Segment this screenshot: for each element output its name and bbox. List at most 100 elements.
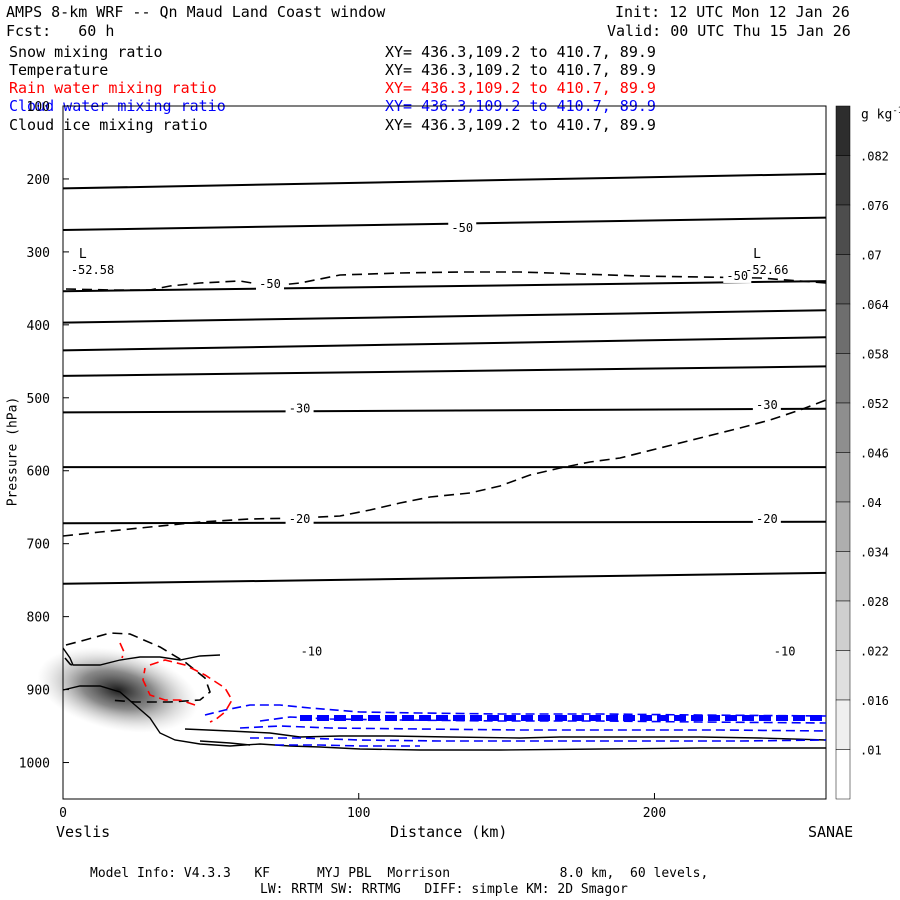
- x-tick-label: 100: [347, 806, 370, 821]
- colorbar-label: .016: [860, 694, 889, 708]
- isotherm-line: [62, 407, 827, 414]
- valid-time: Valid: 00 UTC Thu 15 Jan 26: [607, 22, 851, 40]
- y-tick-label: 900: [27, 684, 50, 699]
- isotherm-line: [62, 172, 827, 190]
- left-end-label: Veslis: [56, 823, 111, 841]
- colorbar-label: .04: [860, 496, 882, 510]
- colorbar-swatch: [835, 402, 851, 453]
- colorbar-label: .064: [860, 298, 889, 312]
- chart-title: AMPS 8-km WRF -- Qn Maud Land Coast wind…: [6, 3, 386, 21]
- isotherm-label-bg: [448, 218, 477, 235]
- colorbar-label: .01: [860, 744, 882, 758]
- dashed-snow-contour-inner: [64, 657, 76, 668]
- colorbar-swatch: [835, 699, 851, 750]
- isotherm-label-bg: [297, 642, 326, 659]
- field-xy-temperature: XY= 436.3,109.2 to 410.7, 89.9: [385, 61, 656, 79]
- terrain-contour-lower: [199, 740, 251, 746]
- isotherm-label-bg: [752, 396, 781, 413]
- field-name-rain: Rain water mixing ratio: [9, 79, 217, 97]
- colorbar-label: .034: [860, 546, 889, 560]
- colorbar-swatch: [835, 650, 851, 701]
- y-axis-label: Pressure (hPa): [5, 396, 21, 507]
- isotherm-label-bg: [256, 274, 285, 291]
- colorbar-label: .028: [860, 595, 889, 609]
- colorbar-swatch: [835, 204, 851, 255]
- colorbar-label: .07: [860, 249, 882, 263]
- colorbar-label: .076: [860, 199, 889, 213]
- y-tick-label: 400: [27, 319, 50, 334]
- colorbar: .082 .076 .07 .064 .058 .052 .046 .04 .034 .028 .0…: [835, 105, 889, 800]
- colorbar-swatch: [835, 452, 851, 503]
- isotherm-label-bg: [285, 399, 314, 416]
- isotherm-label-bg: [285, 509, 314, 526]
- colorbar-swatch: [835, 105, 851, 156]
- cloud-water-contour-b: [239, 725, 827, 732]
- forecast-hour: Fcst: 60 h: [6, 22, 115, 40]
- isotherm-line: [62, 520, 827, 525]
- y-tick-label: 100: [27, 100, 50, 115]
- plot-frame: [62, 105, 827, 800]
- minimum-letter: L: [79, 247, 87, 262]
- isotherm-line: [62, 571, 827, 585]
- colorbar-swatch: [835, 353, 851, 404]
- dashed-upper-contour: [65, 271, 827, 291]
- isotherm-label: -10: [774, 645, 796, 659]
- field-name-snow: Snow mixing ratio: [9, 43, 163, 61]
- isotherm-label: -10: [301, 645, 323, 659]
- colorbar-swatch: [835, 254, 851, 305]
- colorbar-swatch: [835, 155, 851, 206]
- isotherm-labels: -50 -50 -50 -30 -30 -20 -20 -10 -10: [256, 218, 799, 659]
- isotherm-line: [62, 280, 827, 293]
- colorbar-swatch: [835, 551, 851, 602]
- dashed-contours: [62, 271, 827, 703]
- isotherm-label-bg: [723, 266, 752, 283]
- isotherm-line: [62, 216, 827, 232]
- model-info-physics: LW: RRTM SW: RRTMG DIFF: simple KM: 2D S…: [260, 882, 628, 897]
- temperature-minima: L-52.58L-52.66: [71, 247, 789, 277]
- cloud-water-contour-a: [259, 716, 827, 724]
- colorbar-unit: g kg-1: [861, 106, 900, 123]
- isotherm-line: [62, 309, 827, 324]
- isotherm-label-bg: [752, 509, 781, 526]
- field-xy-cloud-ice: XY= 436.3,109.2 to 410.7, 89.9: [385, 116, 656, 134]
- colorbar-label: .022: [860, 645, 889, 659]
- isotherm-label: -50: [726, 269, 748, 283]
- x-tick-label: 0: [59, 806, 67, 821]
- temperature-isotherms: [62, 172, 827, 585]
- isotherm-label: -30: [289, 402, 311, 416]
- rain-water-contours: [119, 642, 233, 723]
- rain-contour-main: [142, 659, 233, 723]
- terrain-contour-surface: [62, 647, 221, 666]
- y-tick-label: 1000: [19, 757, 50, 772]
- isotherm-label-bg: [770, 642, 799, 659]
- isotherm-line: [62, 365, 827, 377]
- rain-contour-small: [119, 642, 125, 659]
- isotherm-label: -20: [756, 512, 778, 526]
- y-tick-label: 200: [27, 173, 50, 188]
- colorbar-label: .052: [860, 397, 889, 411]
- field-name-cloud-ice: Cloud ice mixing ratio: [9, 116, 208, 134]
- minimum-value: -52.66: [745, 263, 788, 277]
- snow-shading: [37, 647, 199, 733]
- isotherm-label: -50: [259, 277, 281, 291]
- terrain-contour-shelf: [184, 728, 827, 741]
- colorbar-label: .046: [860, 447, 889, 461]
- dashed-snow-contour-outer: [65, 632, 211, 703]
- cloud-water-contour-d: [275, 744, 420, 747]
- model-info: Model Info: V4.3.3 KF MYJ PBL Morrison 8…: [90, 866, 709, 881]
- init-time: Init: 12 UTC Mon 12 Jan 26: [615, 3, 850, 21]
- colorbar-swatch: [835, 303, 851, 354]
- y-tick-label: 500: [27, 392, 50, 407]
- isotherm-label: -20: [289, 512, 311, 526]
- x-axis-label: Distance (km): [390, 823, 508, 841]
- field-xy-snow: XY= 436.3,109.2 to 410.7, 89.9: [385, 43, 656, 61]
- cloud-water-contour-outer: [204, 704, 827, 717]
- colorbar-swatch: [835, 749, 851, 800]
- dashed-ice-contour: [62, 399, 827, 537]
- y-tick-label: 300: [27, 246, 50, 261]
- cloud-water-contour-c: [250, 737, 827, 742]
- terrain-contours: [62, 647, 827, 751]
- isotherm-label: -50: [451, 221, 473, 235]
- minimum-letter: L: [753, 247, 761, 262]
